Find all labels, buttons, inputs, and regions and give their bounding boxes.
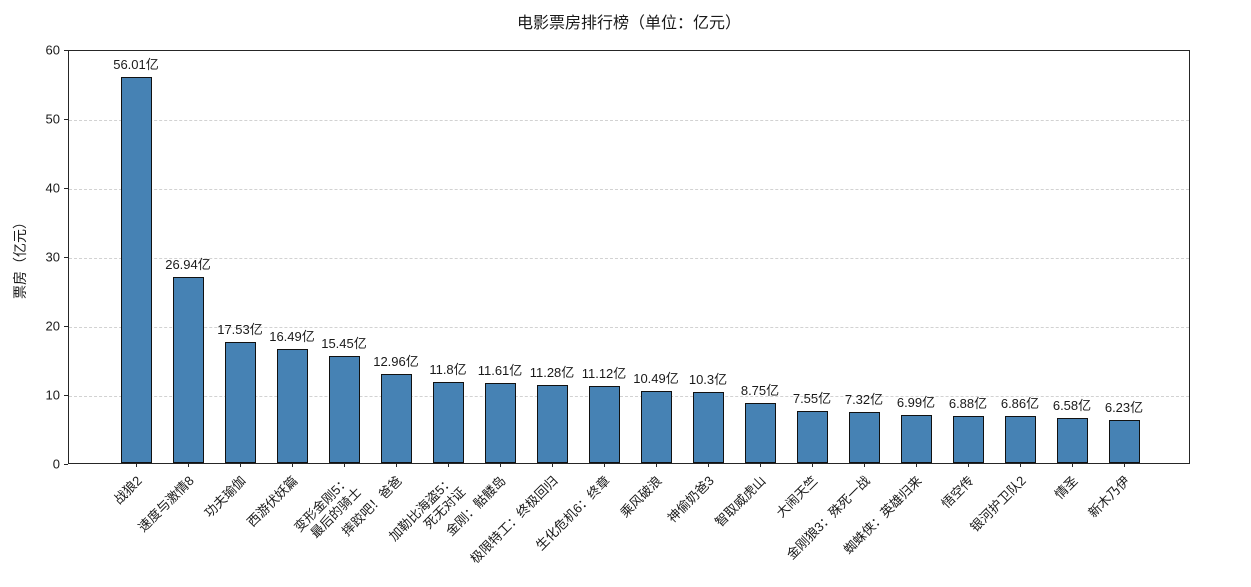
x-tick-mark-18 [1019, 463, 1021, 467]
x-tick-label-3: 功夫瑜伽 [201, 473, 249, 521]
bar-3 [224, 342, 256, 463]
x-tick-mark-6 [395, 463, 397, 467]
y-tick-label-40: 40 [45, 180, 60, 196]
x-tick-label-14: 大闹天竺 [773, 473, 821, 521]
bar-value-label-5: 15.45亿 [321, 336, 367, 351]
x-tick-mark-8 [499, 463, 501, 467]
chart-title: 电影票房排行榜（单位：亿元） [516, 15, 741, 32]
bar-value-label-13: 8.75亿 [740, 383, 780, 398]
y-tick-mark-60 [64, 49, 68, 51]
bar-value-label-6: 12.96亿 [373, 354, 419, 369]
x-tick-mark-5 [343, 463, 345, 467]
gridline-y-20 [69, 327, 1189, 328]
y-tick-label-20: 20 [45, 318, 60, 334]
y-tick-label-0: 0 [52, 456, 60, 472]
gridline-y-40 [69, 189, 1189, 190]
bar-value-label-12: 10.3亿 [688, 372, 728, 387]
x-tick-label-1: 战狼2 [110, 473, 145, 508]
x-tick-mark-2 [187, 463, 189, 467]
x-tick-label-19: 情圣 [1051, 473, 1081, 503]
x-tick-mark-11 [655, 463, 657, 467]
bar-value-label-15: 7.32亿 [844, 392, 884, 407]
x-tick-mark-20 [1123, 463, 1125, 467]
gridline-y-30 [69, 258, 1189, 259]
bar-5 [328, 356, 360, 463]
x-tick-label-17: 悟空传 [938, 473, 977, 512]
y-tick-mark-0 [64, 463, 68, 465]
y-tick-label-60: 60 [45, 42, 60, 58]
x-tick-mark-17 [967, 463, 969, 467]
bar-1 [120, 77, 152, 463]
bar-value-label-1: 56.01亿 [113, 57, 159, 72]
y-tick-mark-50 [64, 118, 68, 120]
bar-9 [536, 385, 568, 463]
y-tick-label-50: 50 [45, 111, 60, 127]
x-tick-label-13: 智取威虎山 [712, 473, 769, 530]
gridline-y-10 [69, 396, 1189, 397]
x-tick-mark-16 [915, 463, 917, 467]
x-tick-mark-19 [1071, 463, 1073, 467]
x-tick-mark-9 [551, 463, 553, 467]
y-tick-mark-10 [64, 394, 68, 396]
x-tick-mark-15 [863, 463, 865, 467]
x-tick-mark-12 [707, 463, 709, 467]
bar-12 [692, 392, 724, 463]
bar-value-label-11: 10.49亿 [633, 371, 679, 386]
bar-value-label-2: 26.94亿 [165, 257, 211, 272]
x-tick-mark-13 [759, 463, 761, 467]
bar-value-label-19: 6.58亿 [1052, 398, 1092, 413]
bar-8 [484, 383, 516, 463]
x-tick-mark-1 [135, 463, 137, 467]
bar-20 [1108, 420, 1140, 463]
x-tick-mark-14 [811, 463, 813, 467]
bar-value-label-17: 6.88亿 [948, 396, 988, 411]
bar-value-label-10: 11.12亿 [581, 366, 627, 381]
bar-value-label-20: 6.23亿 [1104, 400, 1144, 415]
bar-13 [744, 403, 776, 463]
x-tick-mark-10 [603, 463, 605, 467]
y-tick-mark-30 [64, 256, 68, 258]
bar-value-label-8: 11.61亿 [477, 363, 523, 378]
bar-17 [952, 416, 984, 463]
x-tick-label-11: 乘风破浪 [617, 473, 665, 521]
y-tick-mark-20 [64, 325, 68, 327]
x-tick-label-12: 神偷奶爸3 [664, 473, 717, 526]
bar-value-label-18: 6.86亿 [1000, 396, 1040, 411]
x-tick-mark-4 [291, 463, 293, 467]
plot-area: 56.01亿 战狼2 26.94亿 速度与激情8 17.53亿 功夫瑜伽 16.49亿 西游伏… [68, 50, 1190, 566]
gridline-y-50 [69, 120, 1189, 121]
bar-value-label-4: 16.49亿 [269, 329, 315, 344]
bar-2 [172, 277, 204, 463]
bar-15 [848, 412, 880, 463]
bar-6 [380, 374, 412, 463]
bar-14 [796, 411, 828, 463]
bar-10 [588, 386, 620, 463]
y-tick-label-10: 10 [45, 387, 60, 403]
bar-11 [640, 391, 672, 463]
bar-value-label-14: 7.55亿 [792, 391, 832, 406]
x-tick-label-9: 极限特工：终极回归 [467, 473, 561, 567]
y-tick-mark-40 [64, 187, 68, 189]
bar-7 [432, 382, 464, 463]
bar-value-label-3: 17.53亿 [217, 322, 263, 337]
x-tick-mark-3 [239, 463, 241, 467]
bar-value-label-16: 6.99亿 [896, 395, 936, 410]
bar-4 [276, 349, 308, 463]
bar-18 [1004, 416, 1036, 463]
x-tick-mark-7 [447, 463, 449, 467]
bar-19 [1056, 418, 1088, 463]
y-tick-label-30: 30 [45, 249, 60, 265]
bar-value-label-7: 11.8亿 [429, 362, 467, 377]
bar-value-label-9: 11.28亿 [529, 365, 575, 380]
x-tick-label-20: 新木乃伊 [1085, 473, 1133, 521]
bar-16 [900, 415, 932, 463]
